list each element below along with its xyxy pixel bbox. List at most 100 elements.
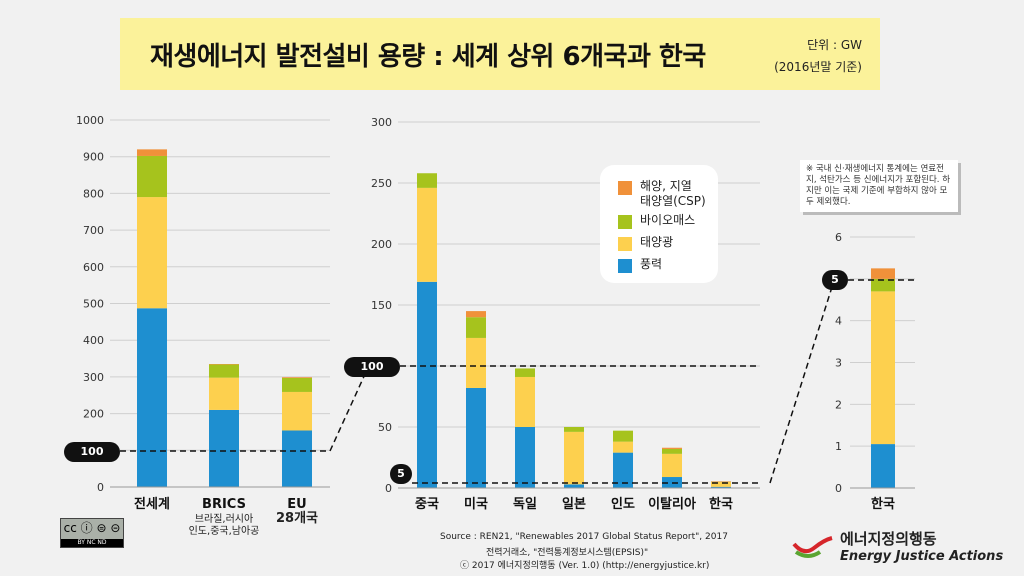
bar-0-2-0 xyxy=(282,430,312,487)
bar-1-1-3 xyxy=(466,311,486,318)
category-label-1-6: 한국 xyxy=(709,496,733,512)
y-tick-label-1-4: 200 xyxy=(371,238,392,251)
bar-2-0-0 xyxy=(871,444,895,488)
bar-1-2-2 xyxy=(515,368,535,377)
y-tick-label-1-1: 50 xyxy=(378,421,392,434)
bar-0-2-2 xyxy=(282,378,312,392)
bar-2-0-1 xyxy=(871,291,895,445)
category-label-2-0: 한국 xyxy=(871,496,895,512)
source-line-3: ⓒ 2017 에너지정의행동 (Ver. 1.0) (http://energy… xyxy=(460,561,710,571)
bar-1-6-1 xyxy=(711,481,731,487)
source-line-2: 전력거래소, "전력통계정보시스템(EPSIS)" xyxy=(486,548,649,558)
cc-license-label: BY NC ND xyxy=(61,539,123,547)
logo-english: Energy Justice Actions xyxy=(840,549,1004,564)
marker-mid-100: 100 xyxy=(344,357,400,377)
bar-2-0-2 xyxy=(871,278,895,292)
y-tick-label-0-3: 300 xyxy=(83,371,104,384)
legend: 해양, 지열 태양열(CSP) 바이오매스 태양광 풍력 xyxy=(600,165,718,283)
y-tick-label-0-5: 500 xyxy=(83,298,104,311)
bar-0-0-3 xyxy=(137,149,167,156)
legend-label-biomass: 바이오매스 xyxy=(640,213,696,227)
category-label-1-1: 미국 xyxy=(464,496,488,512)
category-label-0-0: 전세계 xyxy=(134,496,170,512)
bar-1-3-2 xyxy=(564,427,584,432)
y-tick-label-2-6: 6 xyxy=(835,231,842,244)
bar-0-0-1 xyxy=(137,197,167,309)
note-box: ※ 국내 신·재생에너지 통계에는 연료전지, 석탄가스 등 신에너지가 포함된… xyxy=(800,160,958,212)
category-label-1-3: 일본 xyxy=(562,497,586,512)
unit-label: 단위 : GW xyxy=(807,38,862,52)
y-tick-label-0-2: 200 xyxy=(83,408,104,421)
legend-label-wind: 풍력 xyxy=(640,257,663,271)
marker-right-5: 5 xyxy=(822,270,848,290)
bar-0-0-0 xyxy=(137,308,167,487)
category-label-1-4: 인도 xyxy=(611,496,635,512)
y-tick-label-0-4: 400 xyxy=(83,334,104,347)
bar-1-2-0 xyxy=(515,427,535,488)
bar-1-3-1 xyxy=(564,431,584,485)
cc-license-symbols: cc ⓘ ⊜ ⊝ xyxy=(63,521,121,535)
y-tick-label-2-0: 0 xyxy=(835,482,842,495)
category-label-0-2: EU xyxy=(287,497,306,512)
category-label-0-1: BRICS xyxy=(202,497,246,512)
y-tick-label-1-5: 250 xyxy=(371,177,392,190)
source-line-1: Source : REN21, "Renewables 2017 Global … xyxy=(440,532,728,542)
y-tick-label-1-3: 150 xyxy=(371,299,392,312)
title-banner: 재생에너지 발전설비 용량 : 세계 상위 6개국과 한국 단위 : GW (2… xyxy=(120,18,880,90)
bar-1-1-2 xyxy=(466,317,486,338)
category-label-1-0: 중국 xyxy=(415,497,439,512)
bar-1-0-0 xyxy=(417,281,437,488)
bar-1-5-2 xyxy=(662,448,682,454)
category-label-1-2: 독일 xyxy=(513,497,537,512)
bar-0-1-3 xyxy=(209,364,239,365)
connector-5 xyxy=(769,286,833,484)
bar-1-4-1 xyxy=(613,441,633,453)
bar-1-2-1 xyxy=(515,376,535,427)
y-tick-label-0-8: 800 xyxy=(83,187,104,200)
marker-left-100: 100 xyxy=(64,442,120,462)
legend-swatch-solar xyxy=(618,237,632,251)
marker-mid-5: 5 xyxy=(390,464,412,484)
bar-0-0-2 xyxy=(137,155,167,198)
connector-100 xyxy=(329,371,367,452)
category-label-1-5: 이탈리아 xyxy=(648,496,696,512)
bar-0-1-0 xyxy=(209,409,239,487)
y-tick-label-0-9: 900 xyxy=(83,151,104,164)
y-tick-label-0-7: 700 xyxy=(83,224,104,237)
category-sublabel-0-1-1: 인도,중국,남아공 xyxy=(189,525,260,537)
category-sublabel-0-2-0: 28개국 xyxy=(276,511,318,526)
bar-2-0-3 xyxy=(871,268,895,279)
bar-1-6-3 xyxy=(711,481,731,482)
year-note: (2016년말 기준) xyxy=(774,60,862,74)
y-tick-label-0-10: 1000 xyxy=(76,114,104,127)
legend-label-ocean: 해양, 지열 xyxy=(640,179,692,193)
bar-1-6-0 xyxy=(711,486,731,488)
bar-1-5-3 xyxy=(662,447,682,449)
logo-mark-icon xyxy=(792,536,833,558)
bar-1-0-2 xyxy=(417,173,437,188)
y-tick-label-1-6: 300 xyxy=(371,116,392,129)
bar-0-1-2 xyxy=(209,364,239,378)
bar-1-5-1 xyxy=(662,453,682,478)
bar-1-1-0 xyxy=(466,387,486,488)
logo-korean: 에너지정의행동 xyxy=(840,530,937,548)
cc-license-badge: cc ⓘ ⊜ ⊝ BY NC ND xyxy=(60,518,124,548)
bar-0-2-3 xyxy=(282,377,312,379)
y-tick-label-2-3: 3 xyxy=(835,357,842,370)
bar-0-2-1 xyxy=(282,391,312,431)
y-tick-label-1-0: 0 xyxy=(385,482,392,495)
y-tick-label-2-2: 2 xyxy=(835,398,842,411)
page-title: 재생에너지 발전설비 용량 : 세계 상위 6개국과 한국 xyxy=(150,42,706,72)
y-tick-label-0-6: 600 xyxy=(83,261,104,274)
category-sublabel-0-1-0: 브라질,러시아 xyxy=(195,513,253,525)
y-tick-label-2-4: 4 xyxy=(835,315,842,328)
legend-label-solar: 태양광 xyxy=(640,235,674,249)
y-tick-label-2-1: 1 xyxy=(835,440,842,453)
bar-1-0-1 xyxy=(417,187,437,282)
bar-1-1-1 xyxy=(466,337,486,388)
bar-0-1-1 xyxy=(209,377,239,410)
bar-1-4-0 xyxy=(613,452,633,488)
bar-1-4-2 xyxy=(613,430,633,442)
legend-swatch-biomass xyxy=(618,215,632,229)
